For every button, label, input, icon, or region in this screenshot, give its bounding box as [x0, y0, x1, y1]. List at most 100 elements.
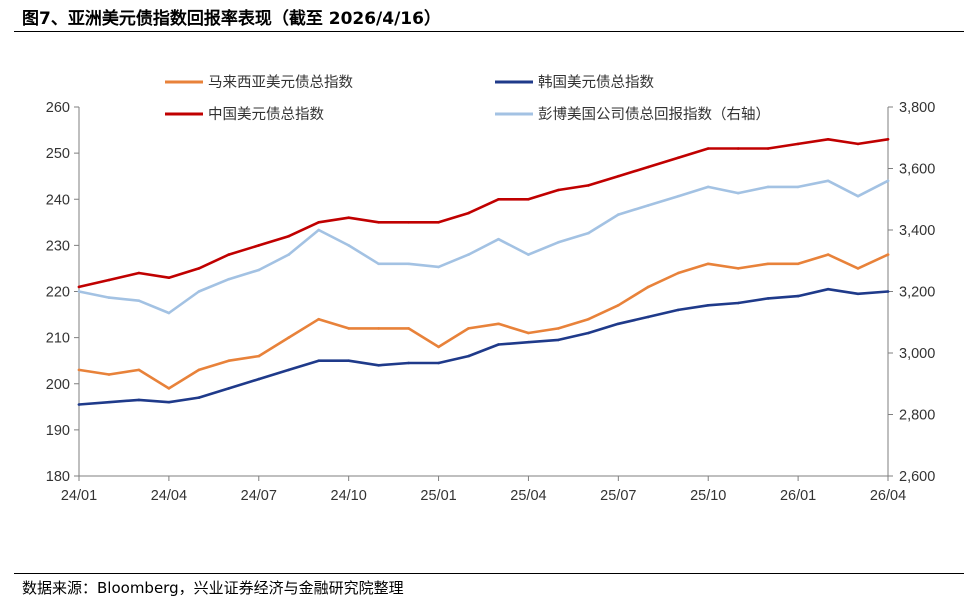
data-point: [287, 234, 291, 238]
data-point: [437, 221, 440, 224]
series-line: [77, 287, 890, 406]
data-point: [826, 253, 830, 256]
data-point: [677, 271, 680, 275]
source-note: 数据来源：Bloomberg，兴业证券经济与金融研究院整理: [22, 579, 404, 597]
data-point: [137, 398, 141, 402]
data-point: [197, 368, 201, 372]
data-point: [197, 267, 201, 270]
data-point: [587, 231, 590, 235]
data-point: [677, 308, 680, 312]
data-point: [617, 213, 620, 216]
left-tick-label: 180: [46, 469, 70, 485]
series-group: [77, 138, 890, 406]
right-tick-label: 2,800: [899, 408, 935, 424]
axes: 180 190 200 210 220 230 240 250 260 2,600 2,800 3,0…: [46, 100, 936, 504]
data-point: [766, 185, 770, 189]
data-point: [437, 345, 440, 349]
data-point: [347, 359, 351, 363]
data-point: [856, 142, 860, 146]
data-point: [77, 285, 81, 289]
data-point: [617, 322, 620, 326]
data-point: [467, 327, 470, 330]
data-point: [706, 304, 710, 307]
data-point: [856, 292, 860, 296]
legend-label: 马来西亚美元债总指数: [208, 74, 353, 91]
data-point: [77, 368, 81, 372]
x-tick-label: 24/04: [151, 488, 187, 504]
data-point: [407, 221, 410, 224]
x-tick-label: 24/01: [61, 488, 97, 504]
data-point: [736, 191, 740, 195]
series-line: [77, 138, 890, 289]
data-point: [407, 361, 410, 365]
x-tick-label: 25/07: [600, 488, 636, 504]
x-tick-label: 26/01: [780, 488, 816, 504]
data-point: [347, 244, 351, 247]
x-tick-label: 24/07: [241, 488, 277, 504]
data-point: [856, 267, 860, 270]
x-tick-label: 25/10: [690, 488, 726, 504]
data-point: [497, 198, 500, 201]
right-tick-label: 2,600: [899, 469, 935, 485]
left-tick-label: 200: [46, 377, 70, 393]
data-point: [617, 174, 620, 178]
data-point: [706, 147, 710, 150]
data-point: [886, 253, 890, 256]
data-point: [227, 253, 231, 256]
data-point: [587, 331, 590, 335]
data-point: [557, 338, 560, 342]
left-tick-label: 210: [46, 331, 70, 347]
data-point: [167, 387, 171, 390]
data-point: [317, 317, 321, 321]
title-divider: [14, 31, 964, 32]
data-point: [377, 262, 380, 266]
data-point: [437, 265, 440, 269]
data-point: [587, 317, 590, 321]
data-point: [527, 331, 530, 335]
data-point: [796, 185, 800, 189]
data-point: [647, 315, 650, 319]
x-tick-label: 25/01: [420, 488, 456, 504]
data-point: [437, 361, 440, 365]
left-tick-label: 220: [46, 285, 70, 301]
data-point: [377, 364, 380, 367]
footer-divider: [14, 573, 964, 574]
x-tick-label: 24/10: [331, 488, 367, 504]
right-tick-label: 3,000: [899, 346, 935, 362]
data-point: [527, 340, 530, 344]
data-point: [167, 276, 171, 279]
data-point: [677, 156, 680, 159]
data-point: [257, 354, 261, 358]
data-point: [227, 359, 231, 363]
data-point: [736, 147, 740, 150]
data-point: [497, 237, 500, 241]
data-point: [766, 297, 770, 300]
right-tick-label: 3,200: [899, 285, 935, 301]
data-point: [796, 262, 800, 266]
data-point: [766, 262, 770, 266]
data-point: [257, 244, 261, 247]
data-point: [347, 216, 351, 219]
data-point: [467, 211, 470, 215]
data-point: [227, 277, 231, 281]
data-point: [287, 368, 291, 372]
data-point: [826, 138, 830, 141]
data-point: [886, 179, 890, 183]
left-tick-label: 230: [46, 238, 70, 254]
data-point: [227, 387, 231, 390]
data-point: [467, 354, 470, 358]
data-point: [107, 373, 111, 376]
data-point: [796, 142, 800, 146]
data-point: [647, 204, 650, 207]
data-point: [527, 253, 530, 256]
data-point: [557, 241, 560, 244]
data-point: [137, 299, 141, 303]
data-point: [557, 188, 560, 192]
legend-label: 韩国美元债总指数: [538, 74, 654, 91]
data-point: [886, 290, 890, 293]
data-point: [467, 253, 470, 256]
data-point: [557, 327, 560, 330]
x-tick-label: 25/04: [510, 488, 546, 504]
data-point: [766, 147, 770, 150]
